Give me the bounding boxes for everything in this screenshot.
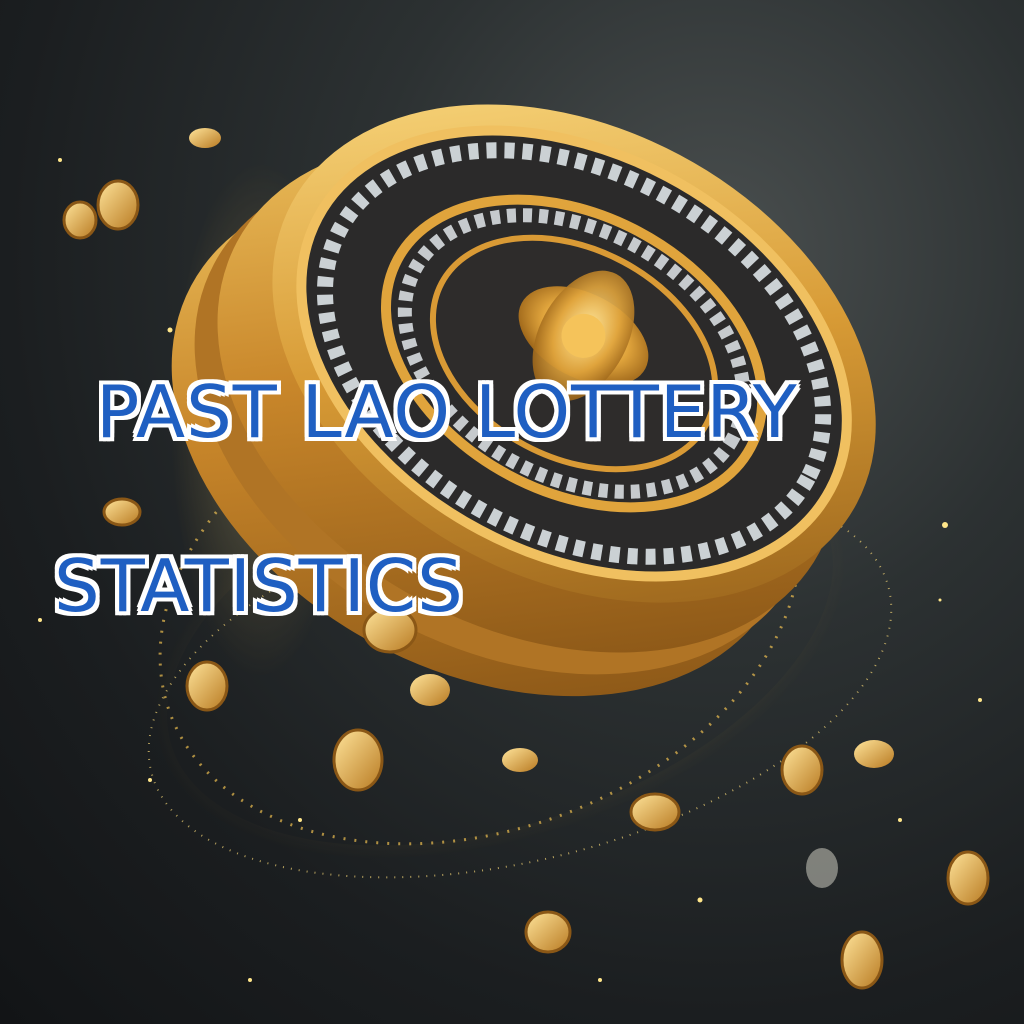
headline-line-2: STATISTICS bbox=[54, 544, 464, 628]
main-coin bbox=[171, 104, 876, 697]
glints bbox=[38, 158, 982, 982]
headline-line-1: PAST LAO LOTTERY bbox=[96, 370, 798, 454]
small-coins bbox=[62, 128, 990, 990]
